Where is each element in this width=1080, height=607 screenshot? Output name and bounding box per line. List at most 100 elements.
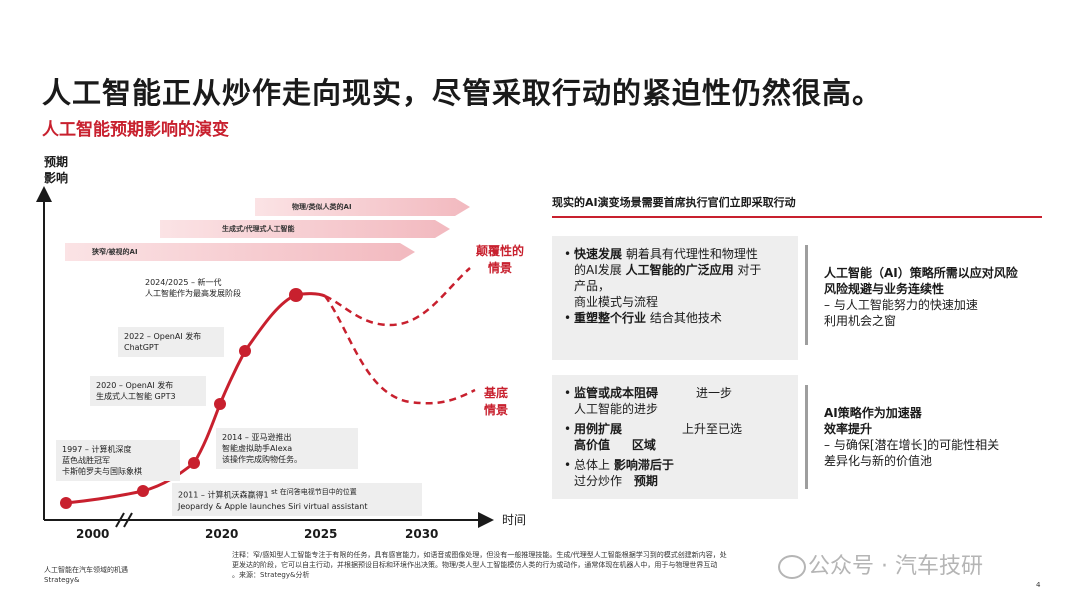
annotation-2024: 2024/2025 – 新一代 人工智能作为最高发展阶段 <box>139 273 275 303</box>
x-tick-2020: 2020 <box>205 527 239 541</box>
annotation-1997-line2: 蓝色战胜冠军 <box>62 456 110 465</box>
box2-b3-line2a: 过分炒作 <box>574 474 623 488</box>
axis-break <box>115 512 133 528</box>
footer-left-line2: Strategy& <box>44 576 80 584</box>
disruptive-box: • 快速发展 朝着具有代理性和物理性 的AI发展 人工智能的广泛应用 对于 产品… <box>552 236 798 360</box>
point-2024 <box>289 288 303 302</box>
result1-line2: 风险规避与业务连续性 <box>824 282 945 296</box>
box1-b1-rest: 朝着具有代理性和物理性 <box>625 247 758 261</box>
box2-b1-bold: 监管或成本阻碍 <box>574 386 659 400</box>
page-subtitle: 人工智能预期影响的演变 <box>42 120 229 140</box>
annotation-2020-line1: 2020 – OpenAI 发布 <box>96 381 174 390</box>
band-label-physical: 物理/类似人类的AI <box>292 203 352 211</box>
result2-line2: 效率提升 <box>824 422 873 436</box>
band-label-generative: 生成式/代理式人工智能 <box>222 225 295 233</box>
panel-divider <box>552 216 1042 218</box>
box2-b1-line2: 人工智能的进步 <box>574 402 659 416</box>
result2-line1: AI策略作为加速器 <box>824 406 922 420</box>
box1-b2-bold: 重塑整个行业 <box>574 311 647 325</box>
footer-left: 人工智能在汽车领域的机遇 Strategy& <box>44 565 128 585</box>
scenario-disruptive-line2: 情景 <box>487 261 512 275</box>
annotation-2011-extra: st 在问答电视节目中的位置 <box>271 488 357 496</box>
scenario-base-line2: 情景 <box>483 403 508 417</box>
annotation-2022: 2022 – OpenAI 发布 ChatGPT <box>118 327 224 357</box>
bullet-icon: • <box>564 311 572 325</box>
box2-b1-rest: 进一步 <box>696 386 733 400</box>
band-narrow-ai <box>65 243 415 261</box>
point-2020 <box>214 398 226 410</box>
annotation-1997: 1997 – 计算机深度 蓝色战胜冠军 卡斯帕罗夫与国际象棋 <box>56 440 180 481</box>
x-axis-label: 时间 <box>502 513 527 527</box>
scenario-disruptive-label: 颠覆性的 情景 <box>470 243 530 277</box>
footnote-line2: 更发达的阶段，它可以自主行动，并根据预设目标和环境作出决策。物理/类人型人工智能… <box>232 561 718 569</box>
point-2022 <box>239 345 251 357</box>
point-2011 <box>137 485 149 497</box>
bullet-icon: • <box>564 386 572 400</box>
box1-b1-line4: 商业模式与流程 <box>574 295 659 309</box>
bullet-icon: • <box>564 247 572 261</box>
footnote: 注释：窄/感知型人工智能专注于有限的任务，具有感官能力，如语音或图像处理，但没有… <box>232 550 872 580</box>
annotation-2014-line2: 智能虚拟助手Alexa <box>222 444 293 453</box>
bracket-1 <box>805 245 808 345</box>
box2-b3-line2b: 预期 <box>633 474 658 488</box>
result-box-1: 人工智能（AI）策略所需以应对风险 风险规避与业务连续性 – 与人工智能努力的快… <box>824 265 1054 329</box>
box2-b2-rest: 上升至已选 <box>682 422 743 436</box>
bracket-2 <box>805 385 808 489</box>
box2-b2-line2a: 高价值 <box>574 438 611 452</box>
scenario-disruptive-line1: 颠覆性的 <box>475 244 524 258</box>
box2-b2-line2b: 区域 <box>631 438 656 452</box>
watermark: 公众号 · 汽车技研 <box>778 548 983 580</box>
x-tick-2025: 2025 <box>304 527 338 541</box>
band-generative-ai <box>160 220 450 238</box>
result1-line4: 利用机会之窗 <box>824 314 897 328</box>
annotation-2011-line2: Jeopardy & Apple launches Siri virtual a… <box>178 501 368 511</box>
page-title: 人工智能正从炒作走向现实，尽管采取行动的紧迫性仍然很高。 <box>42 76 883 110</box>
annotation-2014-line1: 2014 – 亚马逊推出 <box>222 433 292 442</box>
x-tick-2000: 2000 <box>76 527 110 541</box>
band-label-narrow: 狭窄/被视的AI <box>92 248 138 256</box>
box2-b2-bold: 用例扩展 <box>574 422 623 436</box>
wechat-icon <box>778 555 806 579</box>
base-box: • 监管或成本阻碍 进一步 人工智能的进步 • 用例扩展 上升至已选 高价值 区域 … <box>552 375 798 499</box>
x-tick-2030: 2030 <box>405 527 439 541</box>
band-physical-ai <box>255 198 470 216</box>
annotation-2024-line1: 2024/2025 – 新一代 <box>145 278 222 287</box>
annotation-2020: 2020 – OpenAI 发布 生成式人工智能 GPT3 <box>90 376 206 406</box>
result-box-2: AI策略作为加速器 效率提升 – 与确保[潜在增长]的可能性相关 差异化与新的价… <box>824 405 1054 469</box>
box2-b3-a: 总体上 <box>574 458 611 472</box>
annotation-1997-line1: 1997 – 计算机深度 <box>62 445 132 454</box>
y-axis-label: 预期 影响 <box>44 154 68 186</box>
scenario-base-line1: 基底 <box>483 386 508 400</box>
point-1997 <box>60 497 72 509</box>
box1-b2-rest: 结合其他技术 <box>649 311 722 325</box>
result1-line3: – 与人工智能努力的快速加速 <box>824 298 978 312</box>
annotation-2020-line2: 生成式人工智能 GPT3 <box>96 392 176 401</box>
base-scenario-line <box>323 295 476 405</box>
y-label-line2: 影响 <box>44 171 69 185</box>
box1-b1-line2a: 的AI发展 <box>574 263 622 277</box>
box2-b3-bold: 影响滞后于 <box>613 458 674 472</box>
annotation-2024-line2: 人工智能作为最高发展阶段 <box>145 289 241 298</box>
page-number: 4 <box>1036 581 1041 589</box>
box1-b1-line3: 产品， <box>574 279 611 293</box>
point-2014 <box>188 457 200 469</box>
footer-left-line1: 人工智能在汽车领域的机遇 <box>44 566 128 574</box>
result2-line3: – 与确保[潜在增长]的可能性相关 <box>824 438 1000 452</box>
annotation-1997-line3: 卡斯帕罗夫与国际象棋 <box>62 467 142 476</box>
bullet-icon: • <box>564 422 572 436</box>
result1-line1: 人工智能（AI）策略所需以应对风险 <box>824 266 1018 280</box>
annotation-2014: 2014 – 亚马逊推出 智能虚拟助手Alexa 该操作完成购物任务。 <box>216 428 358 469</box>
watermark-text: 公众号 · 汽车技研 <box>808 554 983 579</box>
annotation-2022-line2: ChatGPT <box>124 343 159 352</box>
disruptive-scenario-line <box>324 267 471 327</box>
annotation-2014-line3: 该操作完成购物任务。 <box>222 455 302 464</box>
result2-line4: 差异化与新的价值池 <box>824 454 933 468</box>
footnote-line3: 。来源：Strategy&分析 <box>232 571 310 579</box>
bullet-icon: • <box>564 458 572 472</box>
footnote-line1: 注释：窄/感知型人工智能专注于有限的任务，具有感官能力，如语音或图像处理，但没有… <box>232 551 727 559</box>
scenario-base-label: 基底 情景 <box>468 385 524 419</box>
annotation-2022-line1: 2022 – OpenAI 发布 <box>124 332 202 341</box>
box1-b1-bold: 快速发展 <box>574 247 623 261</box>
annotation-2011: 2011 – 计算机沃森赢得1 st 在问答电视节目中的位置 Jeopardy … <box>172 483 422 516</box>
